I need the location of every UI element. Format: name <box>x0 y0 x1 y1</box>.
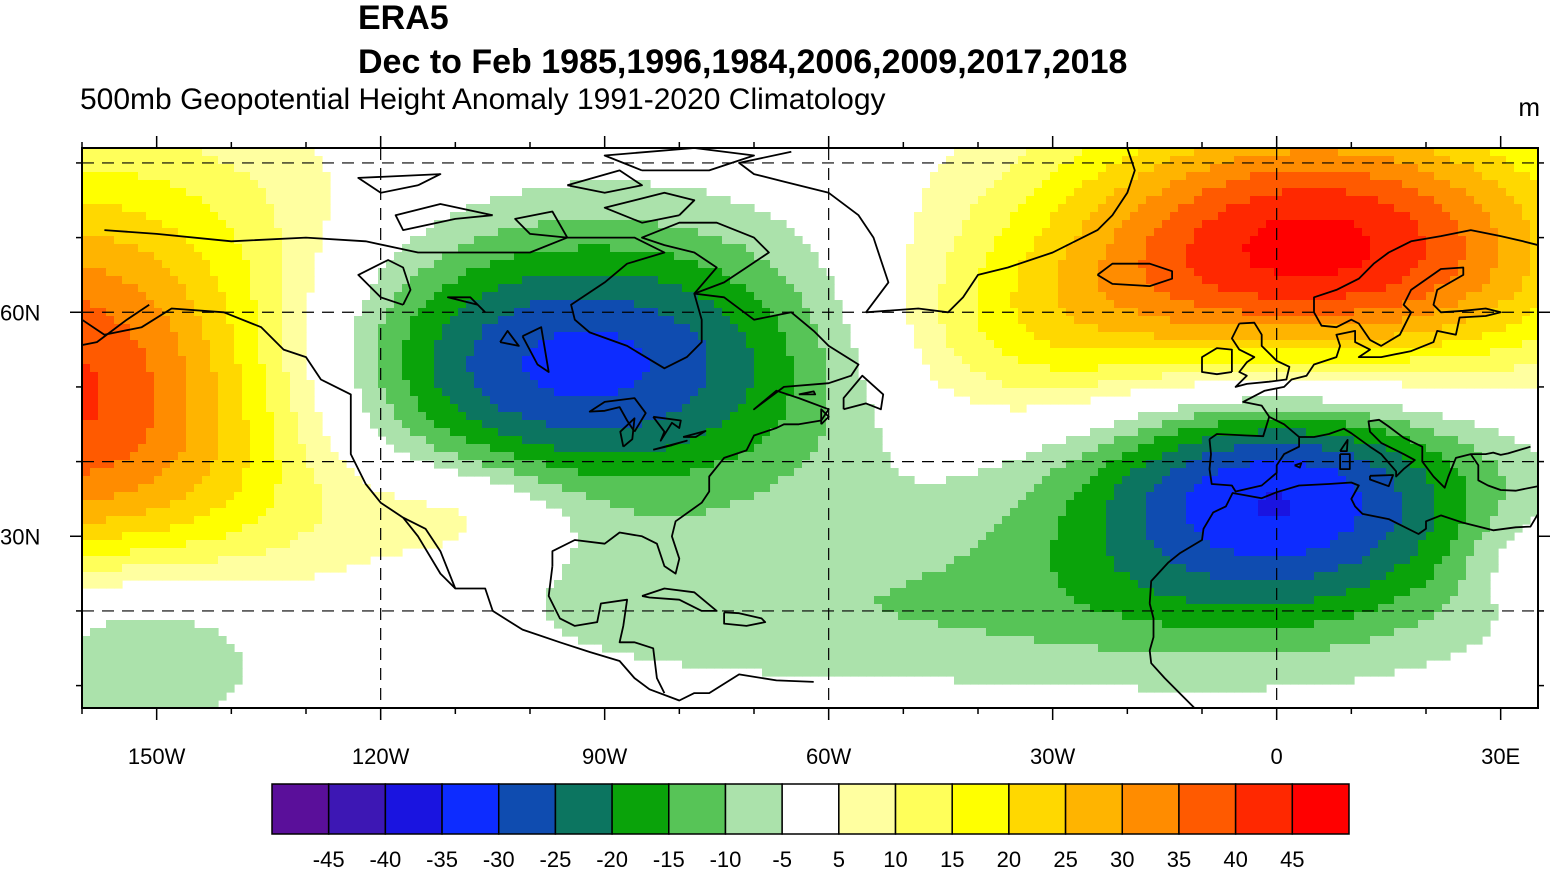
colorbar-box <box>1008 783 1067 835</box>
coastline-30 <box>603 191 696 224</box>
map-title-dataset: ERA5 <box>358 0 449 37</box>
colorbar-box <box>668 783 727 835</box>
colorbar-box <box>781 783 840 835</box>
lon-tick-label: 30W <box>1030 744 1075 769</box>
map-subtitle: 500mb Geopotential Height Anomaly 1991-2… <box>80 83 886 116</box>
coastline-17 <box>1339 453 1351 470</box>
colorbar-label: 35 <box>1167 847 1191 870</box>
colorbar-box <box>554 783 613 835</box>
coastline-38 <box>798 390 817 396</box>
coastline-9 <box>1231 321 1291 388</box>
colorbar-box <box>838 783 897 835</box>
map-title-period: Dec to Feb 1985,1996,1984,2006,2009,2017… <box>358 43 1128 81</box>
coastline-36 <box>603 148 755 172</box>
colorbar-label: -5 <box>772 847 792 870</box>
coastline-16 <box>1148 603 1196 708</box>
lon-tick-label: 60W <box>806 744 851 769</box>
coastline-1 <box>402 517 456 590</box>
coastline-26 <box>521 326 550 373</box>
colorbar-box <box>1064 783 1124 835</box>
colorbar-label: -35 <box>426 847 458 870</box>
lon-tick-label: 0 <box>1271 744 1283 769</box>
coastline-10 <box>1201 347 1233 376</box>
colorbar-label: -30 <box>483 847 515 870</box>
coastline-21 <box>588 397 647 433</box>
coastline-11 <box>1208 229 1538 493</box>
coastline-0 <box>82 307 814 702</box>
coastline-27 <box>499 330 520 347</box>
coastline-12 <box>1208 416 1271 440</box>
coastline-2 <box>104 229 860 575</box>
colorbar-box <box>894 783 953 835</box>
colorbar-box <box>724 783 783 835</box>
coastline-24 <box>652 439 688 451</box>
grid-lines <box>82 148 1538 708</box>
coastline-14 <box>1470 453 1538 492</box>
coastline-22 <box>619 417 636 448</box>
colorbar-box <box>1121 783 1180 835</box>
anomaly-field <box>82 148 1538 708</box>
lon-tick-label: 90W <box>582 744 627 769</box>
coastline-37 <box>842 374 885 411</box>
lon-tick-label: 120W <box>352 744 410 769</box>
coastline-13 <box>1299 418 1531 489</box>
colorbar-box <box>1291 783 1350 835</box>
coastline-19 <box>1369 474 1394 488</box>
colorbar-box <box>384 783 443 835</box>
colorbar-label: -15 <box>653 847 685 870</box>
colorbar-label: 5 <box>833 847 845 870</box>
colorbar-label: -45 <box>313 847 345 870</box>
coastline-40 <box>82 304 150 347</box>
colorbar-box <box>271 783 330 835</box>
colorbar-label: 30 <box>1110 847 1134 870</box>
lat-tick-label: 60N <box>0 300 40 325</box>
colorbar-label: 45 <box>1280 847 1304 870</box>
axis-ticks: 150W 120W 90W 60W 30W 0 30E 60N 30N <box>0 136 1550 769</box>
colorbar-label: -40 <box>369 847 401 870</box>
coastline-20 <box>1294 462 1303 469</box>
coastline-39 <box>820 408 830 425</box>
colorbar-label: 20 <box>997 847 1021 870</box>
coastline-15 <box>1148 481 1538 604</box>
colorbar-label: -20 <box>596 847 628 870</box>
lon-tick-label: 30E <box>1481 744 1520 769</box>
coastline-25 <box>682 430 707 438</box>
colorbar-box <box>611 783 670 835</box>
coastline-5 <box>723 611 767 627</box>
colorbar-box <box>497 783 557 835</box>
colorbar-label: 40 <box>1223 847 1247 870</box>
colorbar-box <box>327 783 387 835</box>
coastline-31 <box>394 203 493 231</box>
coastline-32 <box>514 210 569 239</box>
coastline-23 <box>652 415 682 442</box>
units-label: m <box>1518 92 1540 122</box>
coastline-3 <box>547 565 666 694</box>
coastline-8 <box>1096 262 1173 287</box>
coastline-33 <box>641 221 770 295</box>
lon-tick-label: 150W <box>128 744 186 769</box>
colorbar-box <box>1178 783 1237 835</box>
colorbar-box <box>951 783 1010 835</box>
colorbar-label: -10 <box>710 847 742 870</box>
colorbar-label: 15 <box>940 847 964 870</box>
colorbar-label: 10 <box>883 847 907 870</box>
coastline-18 <box>1339 439 1349 452</box>
coastline-7 <box>738 150 890 313</box>
coastline-34 <box>357 173 442 194</box>
plot-frame <box>81 147 1539 709</box>
colorbar-box <box>1234 783 1294 835</box>
colorbar: -45 -40 -35 -30 -25 -20 -15 -10 -5 5 10 15 20 25 30 35 4… <box>271 783 1350 870</box>
colorbar-label: -25 <box>540 847 572 870</box>
colorbar-label: 25 <box>1053 847 1077 870</box>
colorbar-box <box>441 783 500 835</box>
lat-tick-label: 30N <box>0 524 40 549</box>
coastline-35 <box>567 169 643 194</box>
coastline-28 <box>447 296 486 313</box>
coastlines <box>82 148 1538 708</box>
